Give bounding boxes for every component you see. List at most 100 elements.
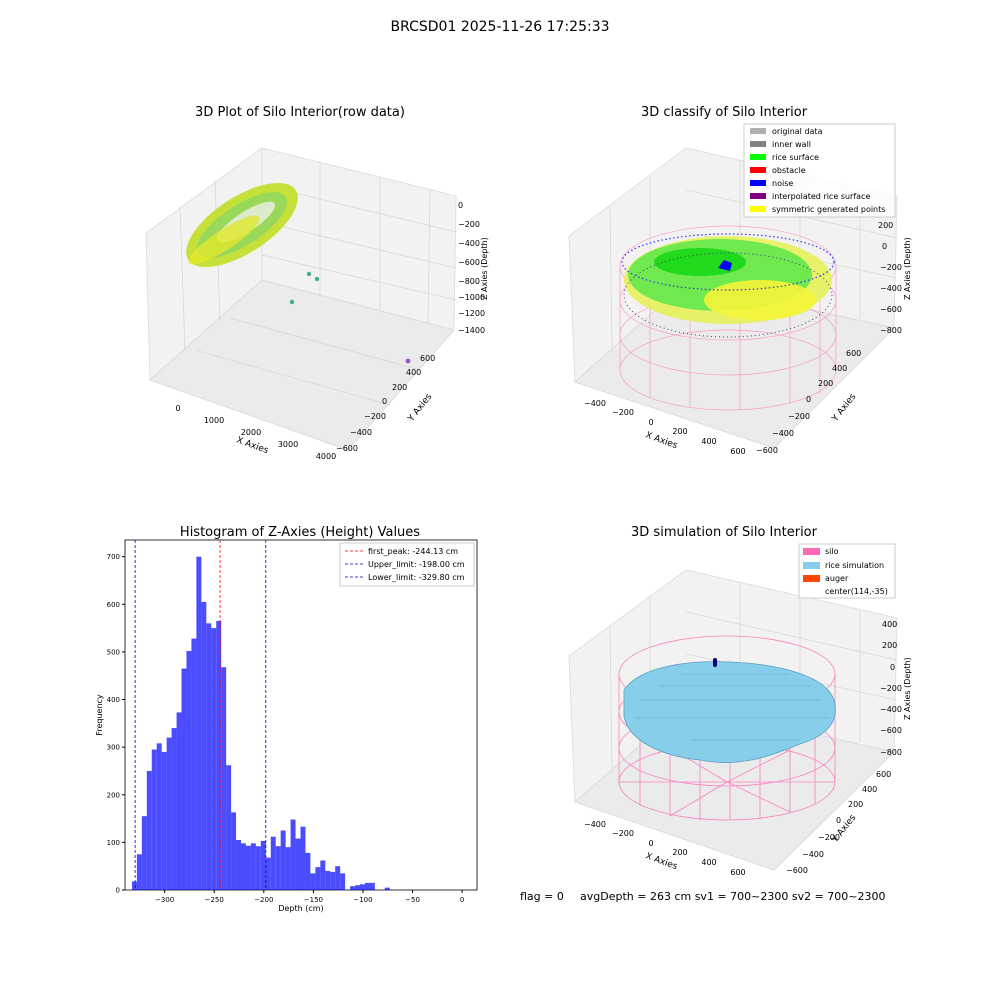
hist-xtick-label: −300 [155, 896, 174, 904]
hist-bar [285, 847, 291, 890]
svg-text:−400: −400 [772, 429, 794, 438]
svg-text:1000: 1000 [204, 416, 224, 425]
hist-bar [161, 751, 167, 890]
panel-raw-data: 3D Plot of Silo Interior(row data) 0 100… [145, 105, 489, 461]
svg-text:0: 0 [382, 397, 387, 406]
hist-vlines [134, 540, 267, 890]
hist-bar [196, 556, 202, 890]
hist-bar [369, 882, 375, 890]
panel2-rice-core [654, 248, 746, 276]
hist-bar [131, 881, 137, 890]
panel1-ring-edge [188, 215, 260, 265]
hist-bar [260, 840, 266, 890]
footer-avg-depth: avgDepth = 263 cm sv1 = 700~2300 sv2 = 7… [580, 890, 886, 903]
svg-text:0: 0 [836, 816, 841, 825]
svg-text:interpolated rice surface: interpolated rice surface [772, 192, 870, 201]
panel1-point [306, 271, 312, 277]
svg-text:400: 400 [862, 785, 877, 794]
hist-bar [191, 638, 197, 890]
svg-text:−200: −200 [880, 263, 902, 272]
svg-text:rice surface: rice surface [772, 153, 819, 162]
panel1-point [289, 299, 295, 305]
svg-text:−800: −800 [880, 748, 902, 757]
svg-text:noise: noise [772, 179, 793, 188]
svg-text:−400: −400 [458, 239, 480, 248]
panel4-legend-items: silo rice simulation auger center(114,-3… [803, 547, 888, 596]
svg-text:0: 0 [458, 201, 463, 210]
panel1-xticks: 0 1000 2000 3000 4000 [175, 404, 336, 461]
panel2-yticks: 600 400 200 0 −200 −400 −600 [756, 349, 861, 455]
hist-xtick-label: −50 [405, 896, 420, 904]
hist-bar [206, 623, 212, 890]
svg-text:600: 600 [730, 868, 745, 877]
hist-ytick-label: 100 [107, 839, 120, 847]
svg-text:−400: −400 [802, 850, 824, 859]
svg-text:inner wall: inner wall [772, 140, 811, 149]
svg-text:4000: 4000 [316, 452, 336, 461]
panel-classify: 3D classify of Silo Interior [568, 105, 912, 456]
hist-bar [241, 843, 246, 890]
svg-text:200: 200 [672, 848, 687, 857]
hist-bar [350, 886, 356, 890]
svg-text:−600: −600 [336, 444, 358, 453]
panel1-point [314, 276, 320, 282]
svg-text:−200: −200 [458, 220, 480, 229]
svg-text:200: 200 [818, 379, 833, 388]
svg-text:600: 600 [876, 770, 891, 779]
svg-text:center(114,-35): center(114,-35) [825, 587, 888, 596]
hist-bar [221, 667, 227, 890]
panel1-zticks: 0 −200 −400 −600 −800 −1000 −1200 −1400 [458, 201, 485, 335]
hist-bar [236, 840, 242, 890]
panel4-rice-mesh [636, 673, 830, 741]
svg-text:400: 400 [406, 368, 421, 377]
svg-text:symmetric generated points: symmetric generated points [772, 205, 885, 214]
svg-text:−400: −400 [880, 705, 902, 714]
svg-text:−200: −200 [612, 408, 634, 417]
hist-bar [216, 620, 222, 890]
svg-text:600: 600 [730, 447, 745, 456]
panel2-title: 3D classify of Silo Interior [641, 105, 808, 120]
panel4-title: 3D simulation of Silo Interior [631, 525, 818, 540]
panel-histogram: Histogram of Z-Axies (Height) Values −30… [95, 525, 478, 913]
svg-text:−1200: −1200 [458, 309, 485, 318]
svg-text:−400: −400 [880, 284, 902, 293]
hist-ytick-label: 0 [116, 887, 120, 895]
footer-flag: flag = 0 [520, 890, 564, 903]
panel4-zlabel: Z Axies (Depth) [903, 657, 912, 720]
panel4-xticks: −400 −200 0 200 400 600 [584, 820, 746, 877]
hist-xtick-label: −200 [254, 896, 273, 904]
svg-text:−200: −200 [788, 412, 810, 421]
hist-bar [181, 668, 187, 890]
hist-bar [340, 873, 346, 890]
hist-bar [320, 860, 326, 890]
svg-text:−400: −400 [584, 820, 606, 829]
panel2-ylabel: Y Axies [830, 392, 859, 425]
svg-text:Upper_limit: -198.00 cm: Upper_limit: -198.00 cm [368, 560, 465, 569]
svg-text:0: 0 [175, 404, 180, 413]
svg-text:−600: −600 [880, 726, 902, 735]
panel1-point [405, 358, 411, 364]
svg-text:600: 600 [420, 354, 435, 363]
hist-bar [171, 728, 177, 890]
hist-bar [146, 770, 152, 890]
hist-bar [315, 867, 321, 890]
svg-text:0: 0 [648, 418, 653, 427]
svg-text:−1400: −1400 [458, 326, 485, 335]
hist-bar [176, 712, 182, 890]
svg-text:first_peak: -244.13 cm: first_peak: -244.13 cm [368, 547, 458, 556]
hist-bar [355, 885, 360, 890]
hist-bar [186, 650, 192, 890]
hist-ytick-label: 700 [107, 553, 120, 561]
panel4-auger [713, 658, 717, 667]
hist-ytick-label: 600 [107, 601, 120, 609]
hist-bar [136, 854, 142, 890]
svg-text:0: 0 [882, 242, 887, 251]
hist-ytick-label: 300 [107, 744, 120, 752]
panel2-legend-items: original data inner wall rice surface ob… [750, 127, 885, 214]
svg-text:200: 200 [848, 800, 863, 809]
panel1-xlabel: X Axies [235, 435, 270, 456]
hist-bar [364, 882, 370, 890]
svg-text:−200: −200 [880, 684, 902, 693]
svg-text:Lower_limit: -329.80 cm: Lower_limit: -329.80 cm [368, 573, 465, 582]
svg-text:0: 0 [890, 663, 895, 672]
